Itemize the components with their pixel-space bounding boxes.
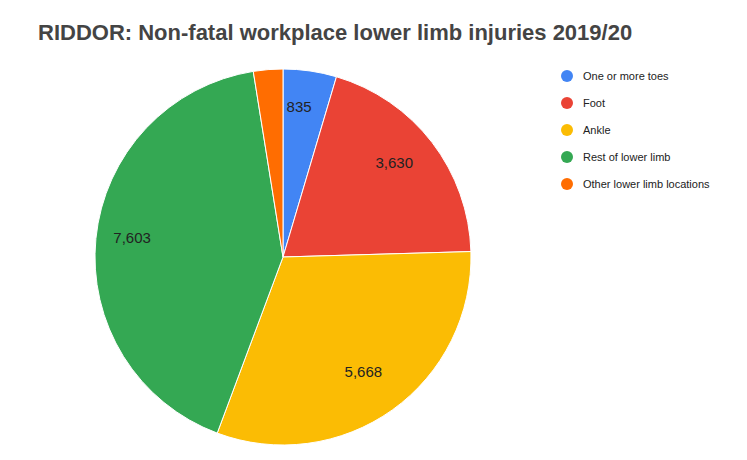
html-text:Foot: Foot [583,96,605,109]
svg-text:7,603: 7,603 [113,229,151,246]
svg-text:3,630: 3,630 [375,154,413,171]
svg-text:5,668: 5,668 [345,363,383,380]
html-text:RIDDOR: Non-fatal workplace lo: RIDDOR: Non-fatal workplace lower limb i… [38,20,633,45]
html-text:One or more toes: One or more toes [583,69,669,82]
html-text:Ankle: Ankle [583,123,611,136]
html-text:Other lower limb locations: Other lower limb locations [583,177,710,190]
html-text:Rest of lower limb: Rest of lower limb [583,150,671,163]
svg-text:835: 835 [287,98,312,115]
